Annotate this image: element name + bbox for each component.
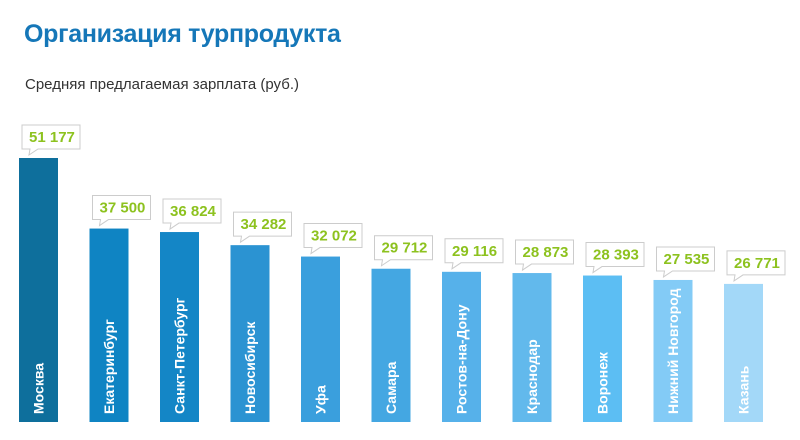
value-callout [444, 238, 504, 270]
bar-group: Казань 26 771 [724, 250, 786, 422]
value-label: 32 072 [311, 228, 357, 245]
category-label: Нижний Новгород [665, 288, 681, 414]
bar-group: Новосибирск 34 282 [230, 211, 292, 422]
category-label: Новосибирск [242, 321, 258, 414]
value-callout [585, 242, 645, 274]
category-label: Самара [383, 361, 399, 414]
bar-group: Нижний Новгород 27 535 [653, 246, 715, 422]
value-label: 28 873 [523, 244, 569, 261]
bar [724, 283, 763, 422]
bar [19, 158, 58, 422]
bar-group: Уфа 32 072 [301, 223, 363, 422]
category-label: Санкт-Петербург [172, 297, 188, 414]
category-label: Ростов-на-Дону [454, 304, 470, 414]
bar [371, 268, 411, 422]
bar-group: Екатеринбург 37 500 [89, 195, 151, 422]
chart-subtitle: Средняя предлагаемая зарплата (руб.) [25, 76, 299, 93]
value-callout [656, 246, 715, 279]
bar [653, 279, 693, 422]
value-callout [515, 239, 574, 272]
value-label: 29 116 [452, 243, 497, 260]
category-label: Воронеж [595, 351, 611, 414]
bar-group: Воронеж 28 393 [583, 242, 645, 422]
category-label: Москва [31, 363, 47, 414]
value-label: 29 712 [382, 240, 428, 257]
bar [512, 273, 552, 422]
value-label: 34 282 [241, 216, 287, 233]
bar [301, 256, 340, 422]
bar-group: Ростов-на-Дону 29 116 [442, 238, 504, 422]
value-label: 28 393 [593, 247, 639, 264]
bar-group: Санкт-Петербург 36 824 [160, 198, 222, 422]
category-label: Казань [736, 365, 752, 414]
category-label: Краснодар [524, 339, 540, 414]
bar [583, 275, 622, 422]
bar [89, 228, 129, 422]
value-callout [374, 235, 433, 267]
value-callout [92, 195, 151, 227]
value-label: 27 535 [664, 251, 710, 268]
bar-group: Москва 51 177 [19, 124, 81, 422]
bar [160, 232, 199, 422]
value-label: 37 500 [100, 200, 146, 217]
bar-group: Краснодар 28 873 [512, 239, 574, 422]
value-callout [233, 211, 292, 244]
value-callout [726, 250, 786, 282]
value-callout [303, 223, 363, 255]
value-label: 36 824 [170, 203, 217, 220]
bar [230, 245, 270, 422]
category-label: Уфа [313, 385, 329, 414]
value-callout [162, 198, 222, 231]
bar-group: Самара 29 712 [371, 235, 433, 422]
value-label: 26 771 [734, 255, 780, 272]
page-title: Организация турпродукта [24, 20, 341, 48]
value-callout [21, 124, 81, 157]
bar [442, 271, 481, 422]
value-label: 51 177 [29, 129, 75, 146]
category-label: Екатеринбург [101, 319, 117, 414]
